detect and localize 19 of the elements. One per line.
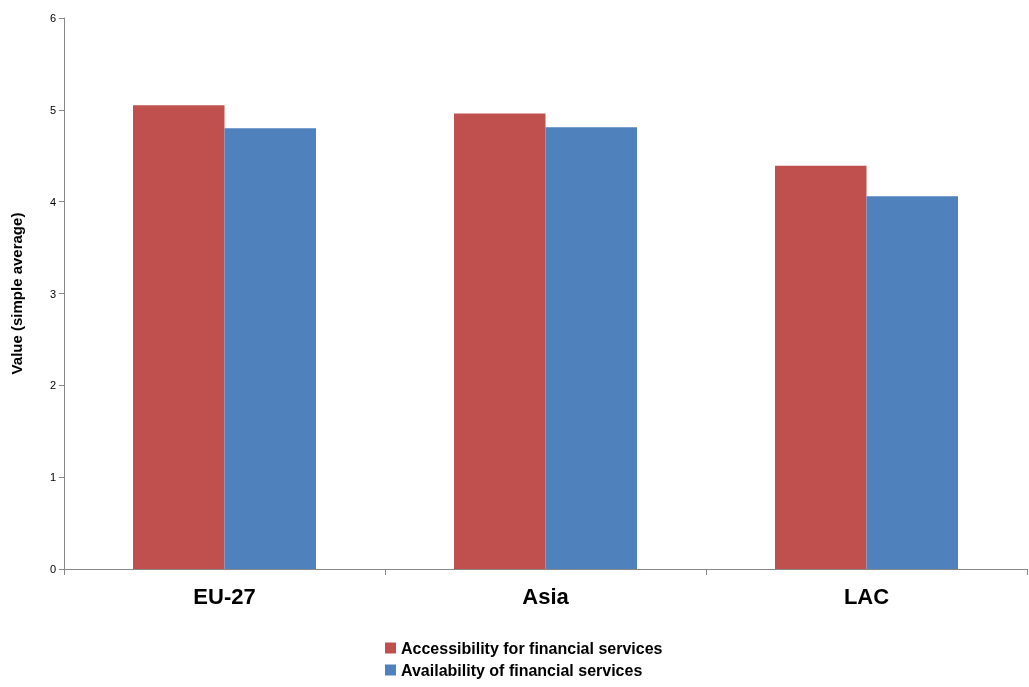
y-tick-label: 2 — [49, 379, 56, 392]
bar — [224, 128, 316, 569]
y-tick-label: 5 — [49, 103, 56, 116]
y-tick-label: 0 — [49, 563, 56, 575]
y-tick-label: 6 — [49, 12, 56, 24]
y-axis-title: Value (simple average) — [8, 212, 25, 375]
bar — [133, 105, 225, 569]
x-tick-label: EU-27 — [193, 583, 256, 609]
y-tick-label: 3 — [49, 287, 56, 300]
x-tick-label: LAC — [843, 583, 890, 609]
legend-label: Accessibility for financial services — [401, 639, 663, 657]
bar — [545, 127, 637, 569]
bar — [866, 196, 958, 569]
bar — [775, 165, 867, 569]
x-tick-label: Asia — [522, 583, 570, 609]
y-tick-label: 1 — [49, 471, 56, 484]
bar — [454, 113, 546, 569]
y-tick-label: 4 — [49, 195, 56, 208]
legend-label: Availability of financial services — [401, 661, 643, 679]
